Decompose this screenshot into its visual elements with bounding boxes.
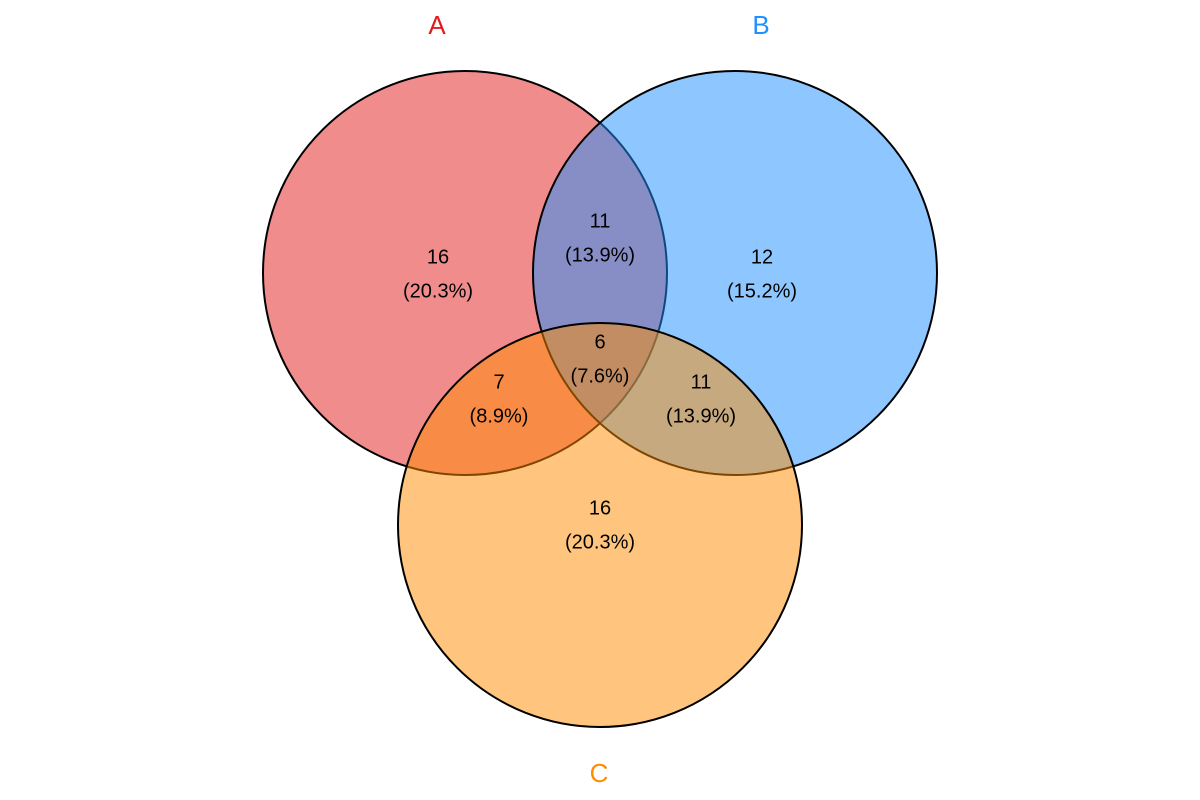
region-count: 16 [427, 246, 449, 268]
region-count: 12 [751, 246, 773, 268]
region-share: (7.6%) [571, 365, 630, 387]
region-share: (13.9%) [565, 244, 635, 266]
region-share: (20.3%) [565, 531, 635, 553]
region-share: (13.9%) [666, 405, 736, 427]
region-count: 11 [590, 210, 611, 232]
region-share: (15.2%) [727, 280, 797, 302]
set-circle [397, 322, 803, 728]
set-name: A [428, 10, 446, 40]
region-count: 11 [691, 371, 712, 393]
region-share: (20.3%) [403, 280, 473, 302]
region-count: 16 [589, 497, 611, 519]
set-name: C [590, 758, 609, 788]
region-share: (8.9%) [470, 405, 529, 427]
region-count: 6 [594, 331, 605, 353]
set-name: B [752, 10, 769, 40]
region-count: 7 [493, 371, 504, 393]
